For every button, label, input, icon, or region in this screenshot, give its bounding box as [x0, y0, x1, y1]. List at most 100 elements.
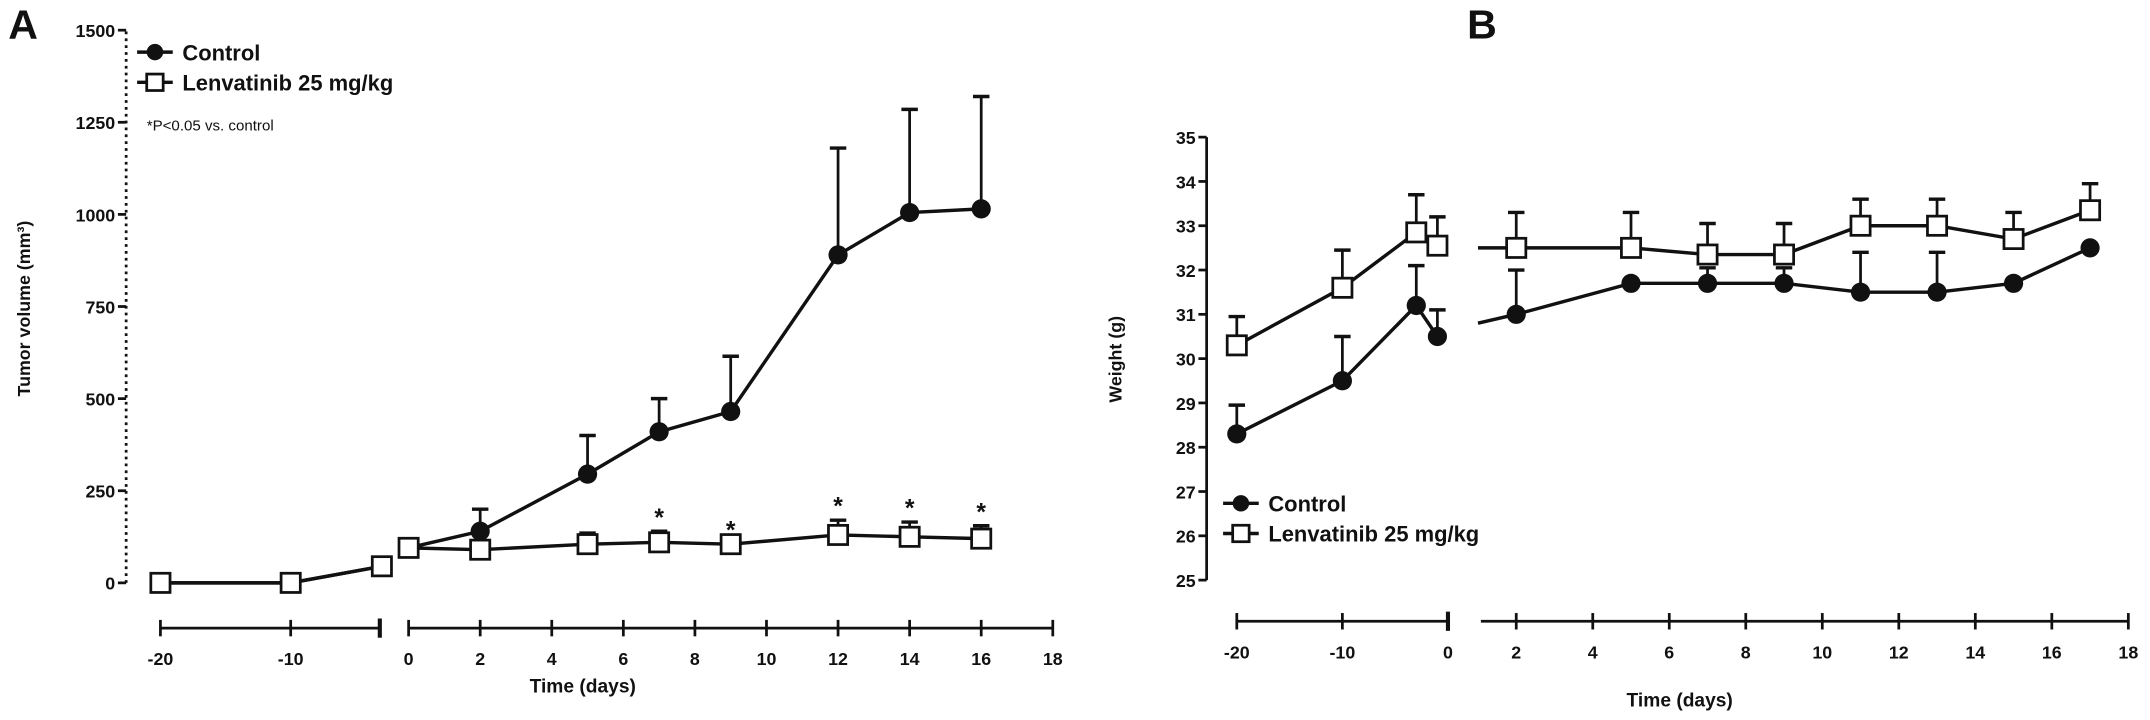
- lenvatinib-point: [279, 571, 302, 594]
- control-point: [971, 199, 991, 219]
- x-tick-label: 18: [1043, 649, 1063, 669]
- panel-b-ylabel: Weight (g): [1106, 316, 1126, 403]
- y-tick-label: 1000: [76, 205, 116, 225]
- significance-star: *: [976, 499, 986, 526]
- control-point: [1850, 282, 1871, 302]
- y-tick-label: 26: [1176, 527, 1196, 547]
- legend-marker-lenvatinib: [145, 72, 165, 92]
- y-tick-label: 35: [1176, 128, 1196, 148]
- control-point: [577, 464, 598, 484]
- y-tick-label: 33: [1176, 217, 1196, 237]
- x-tick-label: 8: [690, 649, 700, 669]
- y-tick-label: 1500: [76, 21, 116, 41]
- x-tick-label: 10: [1812, 642, 1832, 662]
- lenvatinib-point: [2079, 199, 2102, 222]
- y-tick-label: 32: [1176, 261, 1196, 281]
- x-tick-label: 12: [1889, 642, 1909, 662]
- legend-marker-control: [1232, 495, 1250, 512]
- legend-label: Control: [1268, 492, 1346, 517]
- x-tick-label: -10: [1330, 642, 1356, 662]
- control-point: [2080, 238, 2100, 258]
- control-point: [1927, 282, 1947, 302]
- x-tick-label: 2: [475, 649, 485, 669]
- significance-star: *: [654, 505, 664, 532]
- y-tick-label: 28: [1176, 438, 1196, 458]
- lenvatinib-point: [1620, 236, 1642, 259]
- control-point: [1506, 304, 1526, 324]
- x-tick-label: 2: [1511, 642, 1521, 662]
- x-tick-label: 18: [2118, 642, 2138, 662]
- legend-marker-lenvatinib: [1231, 523, 1251, 544]
- lenvatinib-point: [149, 571, 172, 594]
- panel-b-xlabel: Time (days): [1627, 690, 1733, 711]
- x-tick-label: 14: [900, 649, 920, 669]
- legend-label: Lenvatinib 25 mg/kg: [182, 71, 393, 96]
- series-line-control: [408, 207, 982, 550]
- x-tick-label: 0: [404, 649, 414, 669]
- panel-b-label: B: [1467, 1, 1497, 47]
- x-tick-label: 16: [2042, 642, 2062, 662]
- control-point: [649, 422, 669, 442]
- y-tick-label: 500: [85, 389, 115, 409]
- series-line-control: [160, 564, 383, 585]
- control-point: [1697, 273, 1718, 293]
- lenvatinib-point: [1849, 214, 1872, 237]
- y-tick-label: 0: [105, 574, 115, 594]
- lenvatinib-point: [1505, 236, 1528, 259]
- control-point: [2003, 273, 2024, 293]
- y-tick-label: 1250: [76, 113, 116, 133]
- y-tick-label: 29: [1176, 394, 1196, 414]
- control-point: [1621, 273, 1641, 293]
- y-tick-label: 31: [1176, 305, 1196, 325]
- y-tick-label: 27: [1176, 482, 1196, 502]
- lenvatinib-point: [1331, 276, 1354, 299]
- significance-star: *: [833, 494, 843, 521]
- significance-star: *: [905, 496, 915, 523]
- lenvatinib-point: [469, 538, 492, 561]
- control-point: [1427, 326, 1447, 347]
- x-tick-label: 4: [1588, 642, 1598, 662]
- control-point: [1332, 371, 1352, 391]
- significance-star: *: [726, 518, 736, 545]
- legend-label: Control: [182, 40, 260, 65]
- control-point: [1406, 295, 1426, 316]
- control-point: [1227, 424, 1247, 444]
- x-tick-label: 6: [1664, 642, 1674, 662]
- y-tick-label: 750: [85, 297, 115, 317]
- lenvatinib-point: [970, 527, 993, 550]
- legend-label: Lenvatinib 25 mg/kg: [1268, 522, 1479, 547]
- control-point: [1774, 273, 1794, 293]
- x-tick-label: 10: [757, 649, 777, 669]
- y-tick-label: 30: [1176, 349, 1196, 369]
- lenvatinib-point: [898, 525, 921, 548]
- lenvatinib-point: [397, 536, 420, 559]
- x-tick-label: 6: [618, 649, 628, 669]
- lenvatinib-point: [1225, 334, 1248, 357]
- lenvatinib-point: [1426, 234, 1449, 257]
- control-point: [900, 202, 920, 223]
- x-tick-label: 0: [1443, 642, 1453, 662]
- control-point: [470, 521, 490, 541]
- lenvatinib-point: [2002, 228, 2025, 250]
- x-tick-label: -20: [148, 649, 174, 669]
- x-tick-label: 12: [828, 649, 848, 669]
- x-tick-label: -20: [1224, 642, 1250, 662]
- control-point: [721, 401, 741, 422]
- x-tick-label: 4: [547, 649, 557, 669]
- significance-note: *P<0.05 vs. control: [147, 117, 274, 134]
- panel-a-xlabel: Time (days): [530, 677, 636, 698]
- lenvatinib-point: [827, 523, 850, 546]
- series-line-lenvatinib: [160, 564, 383, 585]
- y-tick-label: 250: [85, 482, 115, 502]
- x-tick-label: -10: [278, 649, 304, 669]
- lenvatinib-point: [1405, 221, 1428, 244]
- lenvatinib-point: [370, 555, 393, 578]
- legend-marker-control: [146, 43, 164, 61]
- y-tick-label: 34: [1176, 172, 1196, 192]
- lenvatinib-point: [1696, 243, 1719, 266]
- panel-a-ylabel: Tumor volume (mm³): [14, 221, 34, 397]
- lenvatinib-point: [719, 533, 742, 556]
- series-line-control: [1236, 302, 1439, 436]
- lenvatinib-point: [648, 531, 671, 554]
